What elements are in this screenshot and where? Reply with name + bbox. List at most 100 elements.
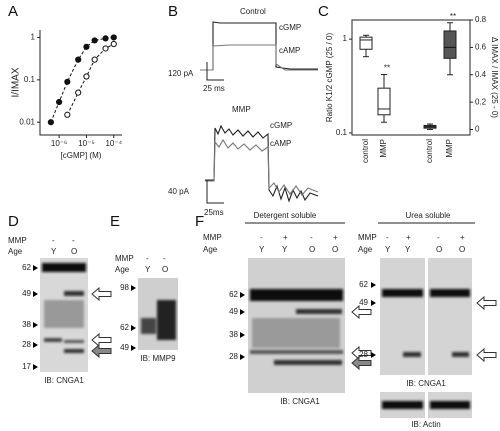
y-tick-label: 1 [343, 34, 348, 43]
scale-label: 25 ms [203, 84, 225, 93]
box [443, 30, 457, 59]
lane-label: + [333, 233, 338, 242]
panel-f-detergent: Detergent soluble MMP - + - + Age Y Y O … [203, 211, 372, 406]
trace-title: Control [240, 7, 266, 16]
lane-label: - [310, 233, 313, 242]
lane-label: - [437, 233, 440, 242]
panel-label: A [8, 3, 18, 20]
box [359, 36, 373, 50]
lane-label: O [436, 245, 442, 254]
x-tick-label: MMP [445, 139, 454, 158]
panel-e: MMP - - Age Y O 98 62 49 IB: MMP9 [115, 254, 178, 363]
x-tick-label: control [361, 139, 370, 163]
arrow [91, 333, 112, 347]
data-point [75, 56, 82, 63]
trace [205, 124, 319, 203]
marker-label: 28 [229, 352, 238, 361]
data-point [91, 56, 98, 63]
y-tick-label: 0.01 [19, 117, 35, 126]
data-point [110, 34, 117, 41]
data-point [102, 35, 109, 42]
row-label: Age [358, 245, 373, 254]
series-line [66, 43, 115, 115]
trace-title: MMP [232, 105, 251, 114]
panel-label: C [318, 3, 329, 20]
arrow [476, 296, 497, 310]
lane-label: + [460, 233, 465, 242]
scale-label: 120 pA [168, 69, 194, 78]
marker-label: 49 [229, 307, 238, 316]
gel [380, 258, 425, 375]
x-tick-label: MMP [379, 139, 388, 158]
marker-label: 49 [22, 289, 31, 298]
lane-label: Y [51, 247, 57, 256]
trace-label: cGMP [279, 23, 301, 32]
band [64, 291, 84, 296]
row-label: Age [8, 247, 23, 256]
data-point [64, 111, 71, 118]
lane-label: - [163, 254, 166, 263]
panel-label: D [8, 213, 19, 230]
band [430, 289, 470, 297]
data-point [91, 37, 98, 44]
series-line [50, 36, 114, 123]
annotation: ** [450, 12, 456, 21]
y-axis-label: Ratio K1/2 cGMP (25 / 0) [325, 33, 334, 123]
y2-tick-label: 0.6 [475, 42, 487, 51]
section-title: Detergent soluble [254, 211, 317, 220]
marker-label: 49 [359, 298, 368, 307]
x-tick-label: control [425, 139, 434, 163]
annotation: ** [384, 64, 390, 73]
data-point [83, 43, 90, 50]
marker-label: 62 [120, 323, 129, 332]
marker-label: 17 [22, 362, 31, 371]
lane-label: O [309, 245, 315, 254]
blot-label: IB: CNGA1 [44, 376, 84, 385]
band [250, 350, 343, 354]
y-tick-label: 0.1 [336, 128, 348, 137]
data-point [83, 73, 90, 80]
panel-label: E [110, 213, 120, 230]
axis [39, 30, 122, 136]
band [296, 309, 342, 314]
lane-label: O [162, 265, 168, 274]
y2-axis-label: Δ IMAX / IMAX (25 - 0) [490, 37, 499, 118]
band [141, 318, 156, 334]
lane-label: Y [405, 245, 411, 254]
row-label: Age [203, 245, 218, 254]
band [452, 352, 469, 357]
band [157, 300, 176, 340]
lane-label: - [146, 254, 149, 263]
blot-label: IB: CNGA1 [406, 379, 446, 388]
marker-label: 62 [229, 290, 238, 299]
panel-f-urea: Urea soluble MMP - + - + Age Y Y O O 62 … [358, 211, 497, 429]
box [377, 87, 391, 116]
y2-tick-label: 0 [475, 125, 480, 134]
lane-label: - [386, 233, 389, 242]
marker-label: 62 [22, 263, 31, 272]
lane-label: Y [385, 245, 391, 254]
trace [200, 44, 318, 71]
data-point [102, 45, 109, 52]
smear [44, 300, 84, 328]
y-tick-label: 1 [31, 33, 36, 42]
section-title: Urea soluble [406, 211, 451, 220]
panel-d: MMP - - Age Y O 62 49 38 28 17 IB: CNGA1 [8, 236, 112, 385]
marker-label: 28 [22, 340, 31, 349]
y2-tick-label: 0.2 [475, 97, 487, 106]
lane-label: O [459, 245, 465, 254]
data-point [64, 78, 71, 85]
lane-label: - [52, 236, 55, 245]
marker-label: 38 [22, 320, 31, 329]
arrow [91, 344, 112, 358]
trace-label: cAMP [270, 139, 291, 148]
lane-label: Y [145, 265, 151, 274]
x-axis-label: [cGMP] (M) [61, 151, 102, 160]
panel-b: Control cGMP cAMP 120 pA 25 ms MMP cGMP … [168, 7, 319, 217]
row-label: MMP [115, 254, 134, 263]
band [403, 352, 421, 357]
lane-label: - [260, 233, 263, 242]
band [382, 401, 423, 409]
lane-label: Y [282, 245, 288, 254]
data-point [75, 89, 82, 96]
